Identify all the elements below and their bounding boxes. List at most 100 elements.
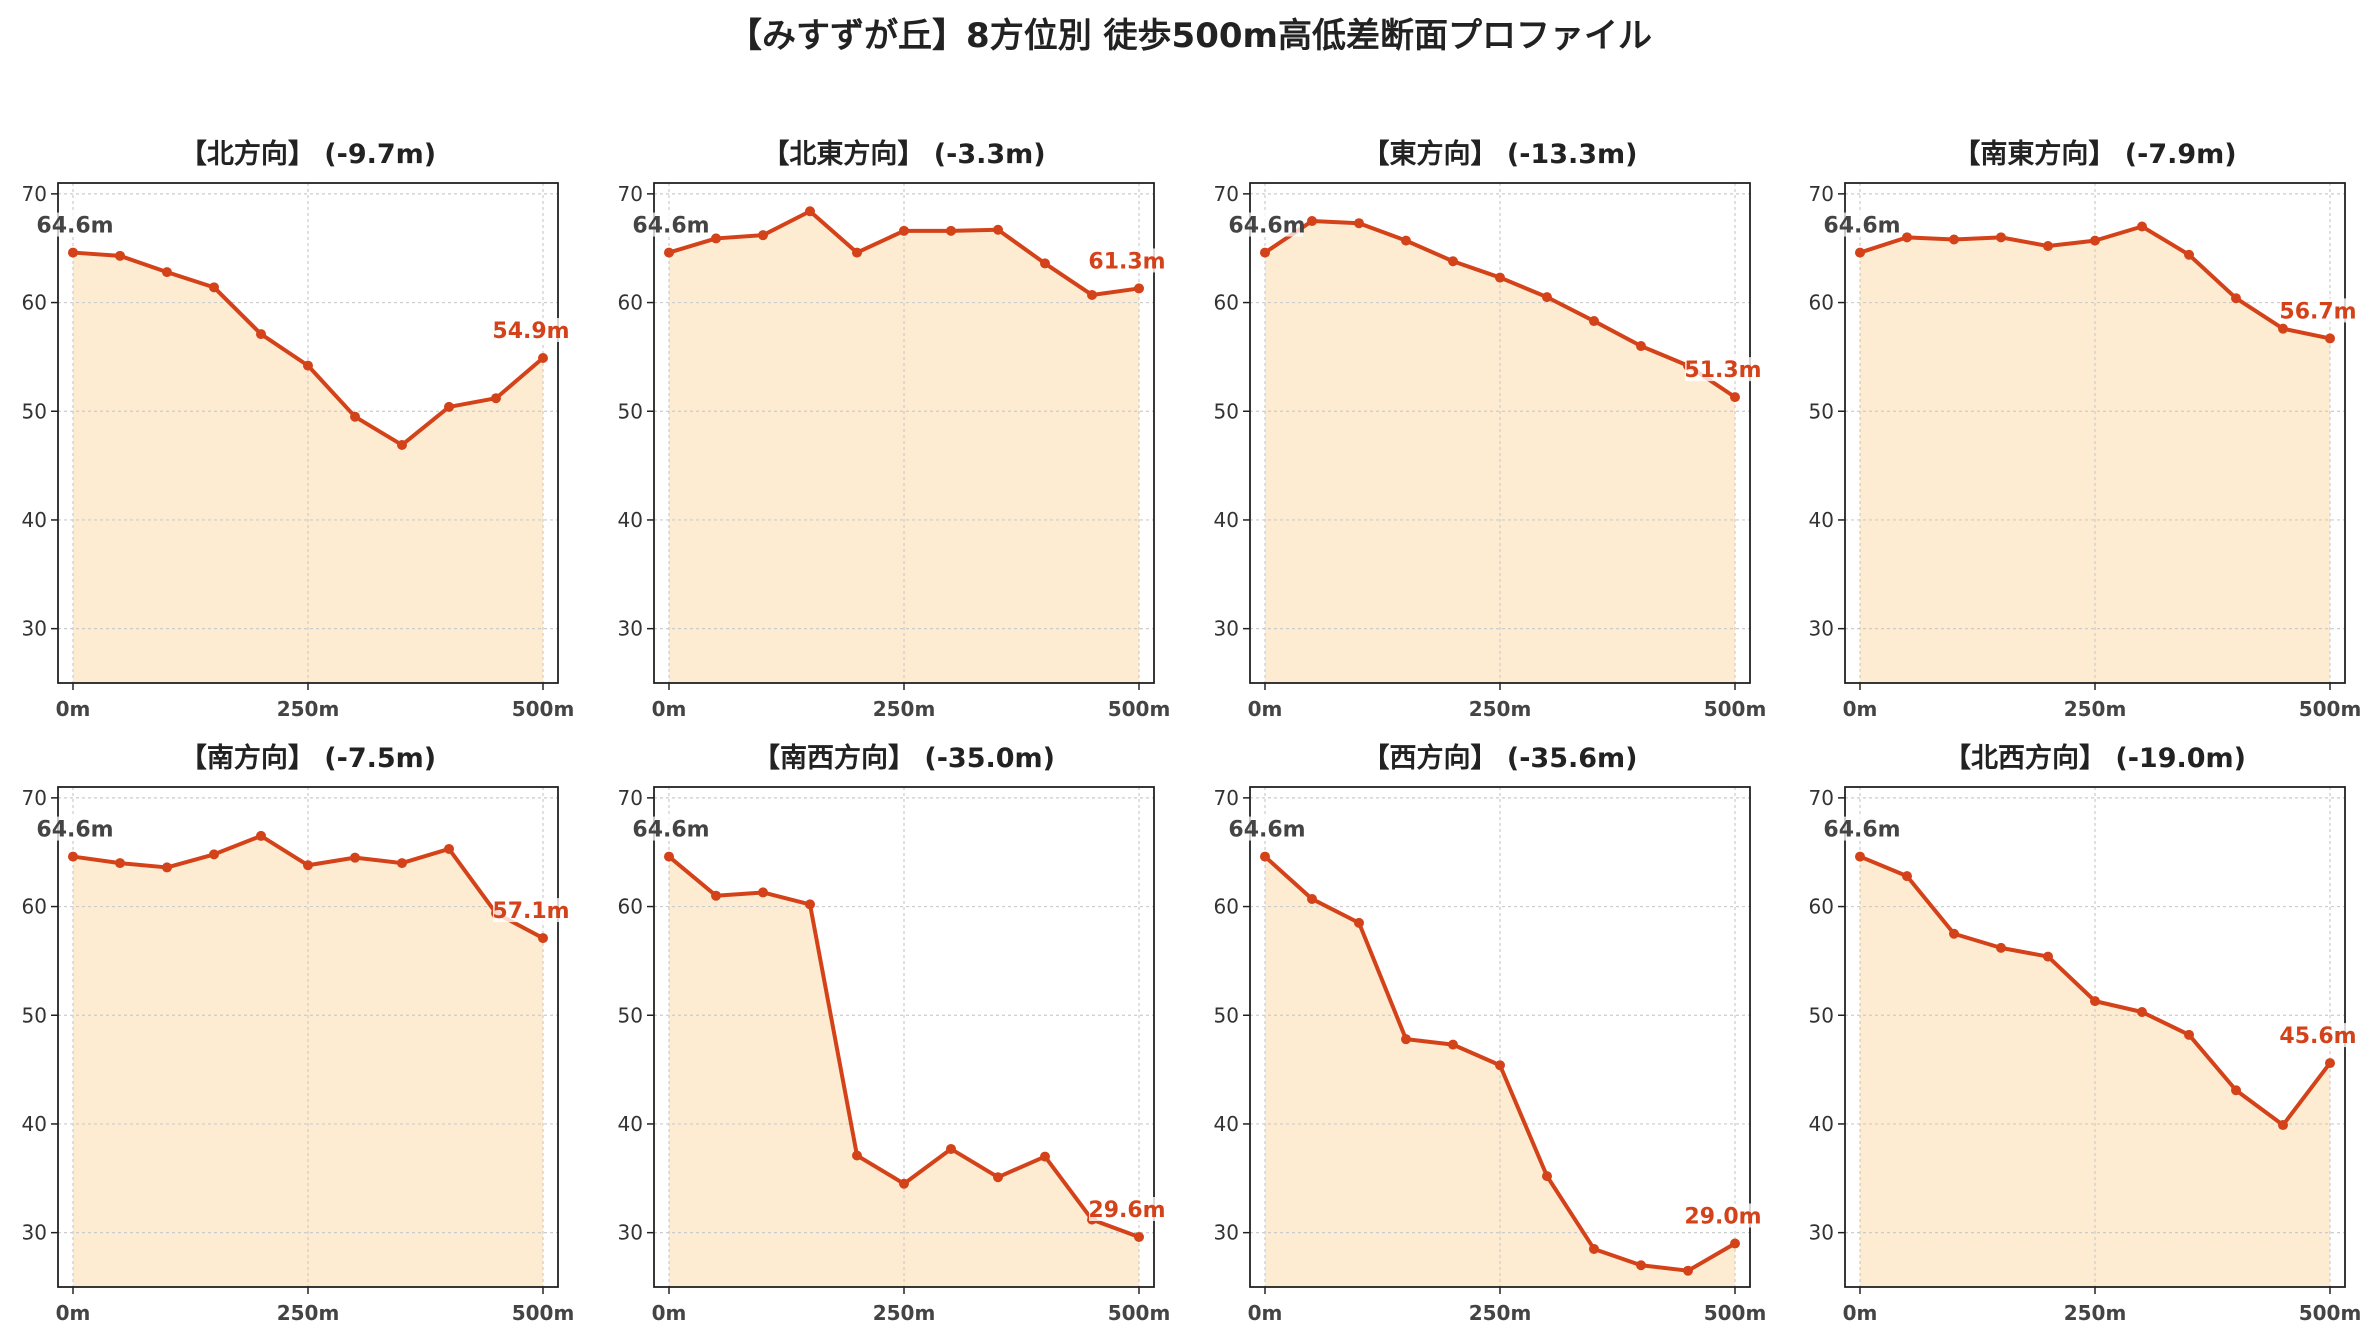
elevation-point: [946, 225, 956, 236]
profile-panel-1: 30 40 50 60 70 0m 250m 500m 【北東方向】 (-3.3m) 64.6m 6…: [618, 138, 1171, 721]
y-tick-label: 70: [22, 786, 47, 810]
start-label-bg: [45, 212, 111, 237]
start-elevation-label: 64.6m: [36, 214, 113, 239]
elevation-point: [444, 843, 454, 854]
elevation-point: [1542, 1171, 1552, 1182]
elevation-point: [2043, 241, 2053, 252]
y-tick-label: 30: [618, 1221, 643, 1245]
y-tick-label: 60: [1214, 895, 1239, 919]
elevation-point: [758, 230, 768, 241]
profile-panel-7: 30 40 50 60 70 0m 250m 500m 【北西方向】 (-19.0m) 64.6m…: [1809, 742, 2362, 1325]
elevation-point: [2090, 996, 2100, 1007]
y-tick-label: 50: [1809, 1003, 1834, 1027]
panel-title: 【東方向】 (-13.3m): [1362, 138, 1637, 170]
elevation-point: [1683, 1265, 1693, 1276]
elevation-point: [2231, 1085, 2241, 1096]
elevation-point: [1636, 341, 1646, 352]
elevation-point: [899, 225, 909, 236]
elevation-point: [538, 933, 548, 944]
elevation-point: [256, 329, 266, 340]
elevation-point: [1087, 289, 1097, 300]
end-label-bg: [1089, 248, 1165, 273]
profile-panel-5: 30 40 50 60 70 0m 250m 500m 【南西方向】 (-35.0m) 64.6m…: [618, 742, 1171, 1325]
y-tick-label: 60: [618, 291, 643, 315]
y-tick-label: 40: [22, 508, 47, 532]
start-label-bg: [1832, 212, 1898, 237]
end-label-bg: [1685, 1203, 1761, 1228]
elevation-point: [805, 899, 815, 910]
elevation-point: [1996, 232, 2006, 243]
elevation-point: [1134, 1232, 1144, 1242]
x-tick-label: 500m: [512, 697, 575, 721]
elevation-point: [1401, 1034, 1411, 1045]
y-tick-label: 30: [22, 617, 47, 641]
end-elevation-label: 57.1m: [492, 899, 569, 924]
x-tick-label: 0m: [1843, 1301, 1878, 1325]
start-label-bg: [45, 816, 111, 841]
x-tick-label: 500m: [1108, 697, 1171, 721]
y-tick-label: 70: [1214, 182, 1239, 206]
elevation-point: [1260, 247, 1270, 258]
start-label-bg: [641, 816, 707, 841]
elevation-point: [256, 830, 266, 841]
y-tick-label: 70: [618, 182, 643, 206]
elevation-point: [2278, 323, 2288, 334]
y-tick-label: 30: [22, 1221, 47, 1245]
profile-panel-6: 30 40 50 60 70 0m 250m 500m 【西方向】 (-35.6m) 64.6m 2…: [1214, 742, 1767, 1325]
elevation-point: [1401, 235, 1411, 246]
panel-title: 【北方向】 (-9.7m): [180, 138, 436, 170]
elevation-point: [1902, 232, 1912, 243]
elevation-point: [1354, 917, 1364, 928]
end-elevation-label: 51.3m: [1684, 358, 1761, 383]
elevation-point: [852, 247, 862, 258]
y-tick-label: 50: [1214, 399, 1239, 423]
end-label-bg: [493, 318, 569, 342]
y-tick-label: 50: [1809, 399, 1834, 423]
elevation-point: [2090, 235, 2100, 246]
elevation-point: [1636, 1260, 1646, 1271]
elevation-point: [303, 860, 313, 871]
elevation-point: [2184, 1029, 2194, 1040]
end-elevation-label: 56.7m: [2279, 299, 2356, 324]
end-elevation-label: 45.6m: [2279, 1024, 2356, 1049]
x-tick-label: 250m: [1469, 1301, 1532, 1325]
elevation-point: [1448, 1039, 1458, 1050]
elevation-point: [711, 890, 721, 901]
elevation-point: [1902, 871, 1912, 882]
y-tick-label: 70: [1809, 786, 1834, 810]
elevation-point: [1354, 218, 1364, 229]
y-tick-label: 40: [1809, 1112, 1834, 1136]
elevation-point: [1134, 283, 1144, 294]
elevation-point: [538, 353, 548, 363]
x-tick-label: 250m: [873, 697, 936, 721]
elevation-point: [1542, 292, 1552, 303]
x-tick-label: 250m: [2064, 697, 2127, 721]
y-tick-label: 60: [1214, 291, 1239, 315]
elevation-point: [2325, 333, 2335, 344]
elevation-point: [115, 858, 125, 869]
elevation-point: [664, 851, 674, 862]
x-tick-label: 0m: [652, 697, 687, 721]
elevation-point: [350, 411, 360, 422]
y-tick-label: 40: [618, 1112, 643, 1136]
x-tick-label: 500m: [1704, 1301, 1767, 1325]
y-tick-label: 70: [1809, 182, 1834, 206]
elevation-point: [68, 851, 78, 862]
elevation-point: [2043, 951, 2053, 962]
end-label-bg: [1089, 1197, 1165, 1221]
elevation-area: [1265, 221, 1735, 684]
x-tick-label: 500m: [1108, 1301, 1171, 1325]
panel-title: 【南西方向】 (-35.0m): [753, 742, 1055, 774]
elevation-point: [1855, 851, 1865, 862]
y-tick-label: 50: [22, 1003, 47, 1027]
elevation-point: [350, 852, 360, 863]
x-tick-label: 250m: [1469, 697, 1532, 721]
x-tick-label: 0m: [1248, 1301, 1283, 1325]
elevation-point: [209, 282, 219, 293]
elevation-point: [303, 360, 313, 371]
start-label-bg: [1237, 212, 1303, 237]
elevation-point: [2325, 1058, 2335, 1069]
elevation-point: [1855, 247, 1865, 258]
elevation-point: [2278, 1120, 2288, 1131]
x-tick-label: 500m: [2299, 697, 2362, 721]
